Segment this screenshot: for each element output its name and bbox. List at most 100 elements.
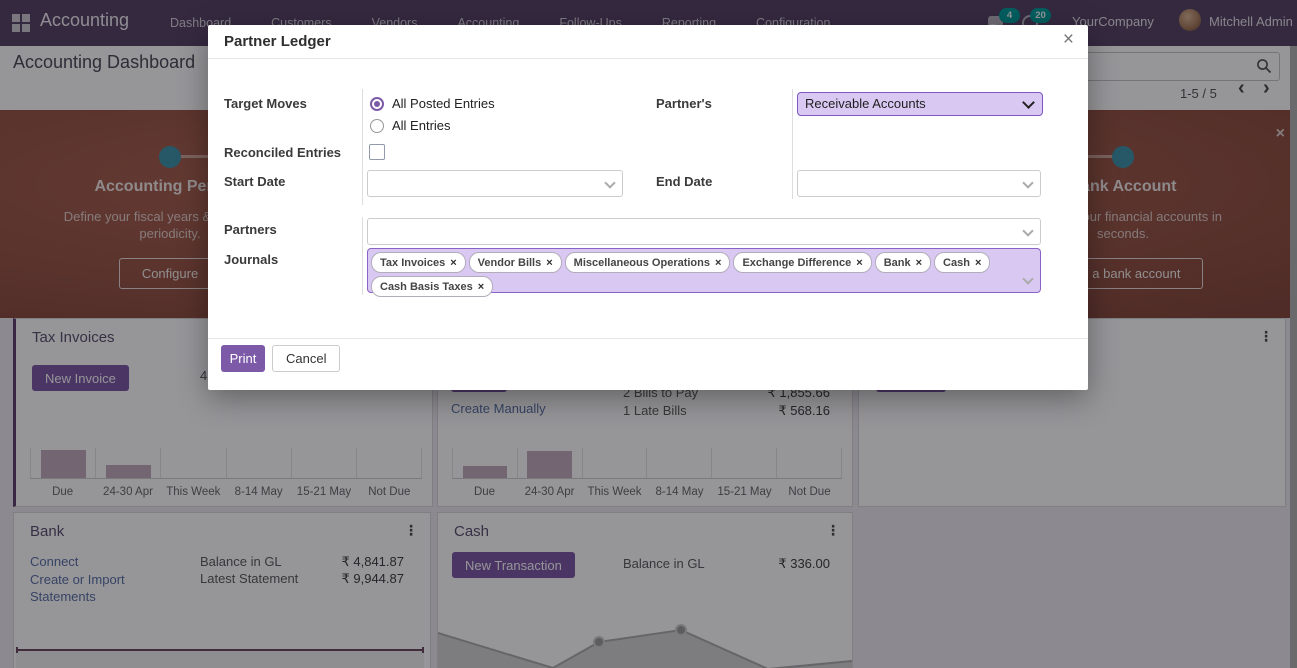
partners-field <box>367 218 1041 245</box>
target-moves-label: Target Moves <box>224 96 307 111</box>
start-date-label: Start Date <box>224 174 286 189</box>
remove-tag-icon[interactable]: × <box>477 280 485 293</box>
bank-card: Bank ⋮ Connect Create or Import Statemen… <box>13 512 431 668</box>
field-separator <box>792 89 793 199</box>
partner-ledger-dialog: Partner Ledger × Target Moves All Posted… <box>208 25 1088 390</box>
balance-gl-value: ₹ 4,841.87 <box>341 554 405 569</box>
field-separator <box>362 217 363 295</box>
chart-category-label: Due <box>52 486 74 498</box>
new-invoice-button[interactable]: New Invoice <box>32 365 129 391</box>
end-date-field <box>797 170 1041 197</box>
journal-tag: Miscellaneous Operations × <box>564 252 731 273</box>
chart-bar <box>40 450 86 478</box>
reconciled-entries-checkbox[interactable] <box>369 144 385 160</box>
app-brand[interactable]: Accounting <box>40 10 130 30</box>
tag-label: Bank <box>883 256 911 269</box>
journals-label: Journals <box>224 252 279 267</box>
tag-label: Miscellaneous Operations <box>573 256 710 269</box>
chart-category-label: Not Due <box>788 486 831 498</box>
chart-category-label: Due <box>473 486 496 498</box>
latest-statement-label: Latest Statement <box>200 571 299 586</box>
chart-category-label: Not Due <box>368 486 411 498</box>
latest-statement-value: ₹ 9,944.87 <box>341 571 405 586</box>
pager-counter: 1-5 / 5 <box>1180 86 1217 101</box>
journal-tag: Bank × <box>874 252 932 273</box>
kebab-menu-icon[interactable]: ⋮ <box>1259 328 1273 344</box>
page-title: Accounting Dashboard <box>13 52 196 72</box>
reconciled-entries-label: Reconciled Entries <box>224 145 342 160</box>
connect-link[interactable]: Connect <box>30 554 79 569</box>
chart-category-label: This Week <box>587 486 642 498</box>
end-date-label: End Date <box>656 174 713 189</box>
activities-badge: 20 <box>1030 8 1051 23</box>
chart-category-label: 8-14 May <box>234 486 283 498</box>
kebab-menu-icon[interactable]: ⋮ <box>404 522 418 538</box>
apps-grid-icon[interactable] <box>12 14 30 32</box>
tag-label: Exchange Difference <box>742 256 852 269</box>
partners-input[interactable] <box>367 218 1041 245</box>
cancel-button[interactable]: Cancel <box>272 345 341 372</box>
selected-option: Receivable Accounts <box>805 96 926 111</box>
journals-multiselect[interactable]: Tax Invoices × Vendor Bills × Miscellaneou… <box>367 248 1041 297</box>
chart-category-label: This Week <box>166 486 221 498</box>
partners-type-select[interactable]: Receivable Accounts <box>797 92 1043 116</box>
invoices-to-validate-count: 4 <box>200 368 208 383</box>
journal-tag: Cash Basis Taxes × <box>371 276 494 297</box>
vendor-bills-chart: Due 24-30 Apr This Week 8-14 May 15-21 M… <box>452 448 842 498</box>
balance-gl-label: Balance in GL <box>623 556 705 571</box>
start-date-field <box>367 170 623 197</box>
radio-all-posted-entries[interactable]: All Posted Entries <box>370 95 495 113</box>
chart-category-label: 8-14 May <box>655 486 704 498</box>
tag-label: Cash Basis Taxes <box>380 280 473 293</box>
remove-tag-icon[interactable]: × <box>915 256 923 269</box>
end-date-input[interactable] <box>797 170 1041 197</box>
dialog-close-icon[interactable]: × <box>1062 29 1074 50</box>
tag-label: Cash <box>943 256 970 269</box>
radio-unselected-icon[interactable] <box>370 119 384 133</box>
chart-category-label: 15-21 May <box>296 486 352 498</box>
banner-close-icon[interactable]: × <box>1275 125 1285 142</box>
bank-chart-area <box>16 651 424 668</box>
chevron-down-icon[interactable] <box>1022 273 1034 285</box>
tag-label: Tax Invoices <box>380 256 446 269</box>
tax-invoices-chart: Due 24-30 Apr This Week 8-14 May 15-21 M… <box>30 448 423 498</box>
chart-bar <box>105 465 151 478</box>
footer-divider <box>208 338 1088 339</box>
chart-category-label: 24-30 Apr <box>103 486 153 498</box>
card-title: Bank <box>30 523 65 540</box>
company-switcher[interactable]: YourCompany <box>1072 14 1154 29</box>
balance-gl-label: Balance in GL <box>200 554 282 569</box>
remove-tag-icon[interactable]: × <box>974 256 982 269</box>
radio-label[interactable]: All Entries <box>392 118 451 133</box>
create-manually-link[interactable]: Create Manually <box>451 401 546 416</box>
messages-badge: 4 <box>999 8 1020 23</box>
onboarding-step-dot-left <box>159 146 181 168</box>
dialog-title: Partner Ledger <box>224 33 331 50</box>
new-transaction-button[interactable]: New Transaction <box>452 552 575 578</box>
start-date-input[interactable] <box>367 170 623 197</box>
kebab-menu-icon[interactable]: ⋮ <box>826 522 840 538</box>
user-avatar[interactable] <box>1179 9 1201 31</box>
bank-balance-line-chart <box>16 647 424 653</box>
page-scrollbar[interactable] <box>1290 46 1297 668</box>
remove-tag-icon[interactable]: × <box>450 256 457 269</box>
tag-label: Vendor Bills <box>477 256 542 269</box>
pager-previous-icon[interactable]: ‹ <box>1238 77 1245 99</box>
create-import-statements-link[interactable]: Create or Import Statements <box>30 572 125 604</box>
print-button[interactable]: Print <box>221 345 265 372</box>
user-menu[interactable]: Mitchell Admin <box>1209 14 1293 29</box>
remove-tag-icon[interactable]: × <box>715 256 722 269</box>
radio-selected-icon[interactable] <box>370 97 384 111</box>
search-icon[interactable] <box>1256 58 1272 74</box>
card-title: Tax Invoices <box>32 329 115 346</box>
chart-category-label: 15-21 May <box>717 486 772 498</box>
partners-label: Partners <box>224 222 277 237</box>
late-bills-label[interactable]: 1 Late Bills <box>623 403 687 418</box>
remove-tag-icon[interactable]: × <box>856 256 863 269</box>
pager-next-icon[interactable]: › <box>1263 77 1270 99</box>
radio-all-entries[interactable]: All Entries <box>370 117 451 135</box>
step-title: Accounting Periods <box>94 178 246 195</box>
chevron-down-icon <box>1022 96 1035 109</box>
radio-label[interactable]: All Posted Entries <box>392 96 495 111</box>
remove-tag-icon[interactable]: × <box>546 256 553 269</box>
